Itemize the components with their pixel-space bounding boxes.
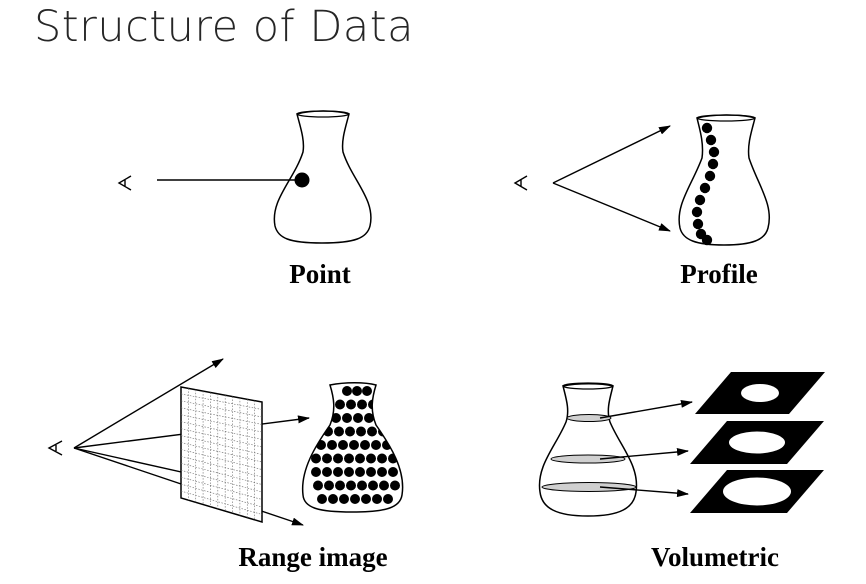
slide-title: Structure of Data [34,2,414,52]
slice-arrow-middle [599,448,689,460]
vase-rim [296,110,350,118]
laser-ray-lower [552,182,671,232]
vase-rim [562,382,614,390]
panel-range-image: Range image [47,358,404,572]
slice-middle [690,421,824,464]
caption-profile: Profile [680,259,757,289]
eye-icon [117,175,132,191]
vase-rim [696,114,756,122]
range-image-points [311,386,400,504]
eye-icon [47,440,63,456]
measured-point [294,172,310,188]
slice-band-bottom [541,482,637,492]
slice-top [695,372,825,414]
vase-outline [678,114,770,246]
slice-band-top [566,414,612,422]
ray-top [73,358,224,449]
profile-stripe-points [691,122,720,246]
slice-arrow-top [599,399,693,419]
vase-outline [273,110,372,244]
slice-arrow-bottom [599,486,689,498]
slice-bottom [690,470,824,513]
caption-point: Point [289,259,351,289]
laser-ray-upper [552,125,671,184]
caption-range-image: Range image [238,542,387,572]
slice-band-middle [550,454,626,464]
vase-outline [538,383,638,517]
image-plane-grid [180,386,263,524]
panel-point: Point [117,110,372,289]
panel-profile: Profile [513,114,770,289]
panel-volumetric: Volumetric [538,372,825,572]
caption-volumetric: Volumetric [651,542,779,572]
eye-icon [513,175,528,191]
